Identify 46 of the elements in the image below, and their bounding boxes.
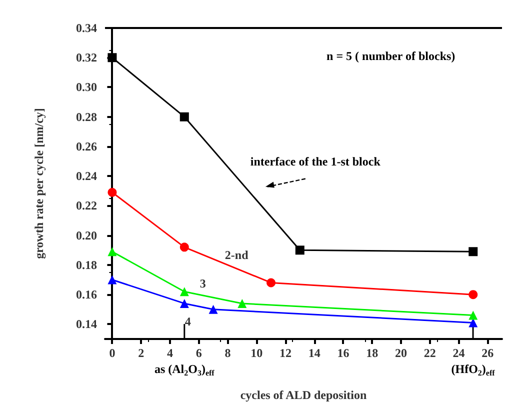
x-tick-label: 24 — [452, 346, 465, 360]
point — [295, 246, 304, 255]
point — [468, 247, 478, 256]
x-tick-label: 16 — [337, 346, 350, 360]
point — [180, 298, 189, 308]
series-label: 4 — [184, 314, 191, 328]
point — [468, 310, 478, 320]
x-tick-label: 22 — [424, 346, 436, 360]
x-tick-label: 20 — [394, 346, 407, 360]
y-tick-label: 0.22 — [76, 198, 97, 213]
y-tick-label: 0.16 — [76, 288, 97, 302]
x-tick-label: 0 — [109, 346, 116, 360]
x-tick-label: 12 — [279, 346, 292, 360]
annotation: n = 5 ( number of blocks) — [326, 48, 456, 63]
y-tick-label: 0.20 — [76, 228, 97, 242]
annotation: interface of the 1-st block — [250, 154, 381, 169]
x-tick-label: 2 — [138, 346, 144, 360]
y-tick-label: 0.26 — [76, 139, 97, 154]
point — [238, 298, 247, 308]
y-tick-label: 0.18 — [76, 258, 97, 272]
point — [108, 188, 117, 197]
point — [266, 278, 276, 288]
series-label: 3 — [200, 276, 206, 291]
y-tick-label: 0.24 — [76, 169, 97, 184]
y-tick-label: 0.28 — [76, 110, 97, 124]
point — [180, 287, 189, 296]
x-tick-label: 18 — [366, 346, 378, 360]
series-label: 2-nd — [224, 248, 249, 262]
point — [108, 247, 117, 256]
point — [180, 242, 189, 252]
point — [108, 275, 117, 284]
y-tick-label: 0.30 — [76, 80, 97, 94]
x-tick-label: 14 — [308, 346, 320, 360]
x-axis-title: cycles of ALD deposition — [240, 388, 367, 402]
y-tick-label: 0.32 — [76, 50, 97, 65]
x-tick-label: 8 — [224, 346, 231, 360]
point — [208, 304, 218, 314]
point — [180, 112, 189, 122]
x-tick-label: 26 — [482, 346, 494, 360]
y-axis-title: growth rate per cycle [nm/cy] — [32, 108, 46, 259]
x-tick-label: 6 — [196, 346, 202, 360]
x-tick-label: 4 — [166, 346, 173, 360]
point — [468, 290, 478, 300]
y-tick-label: 0.14 — [76, 317, 97, 332]
y-tick-label: 0.34 — [76, 21, 97, 35]
x-tick-label: 10 — [250, 346, 263, 360]
